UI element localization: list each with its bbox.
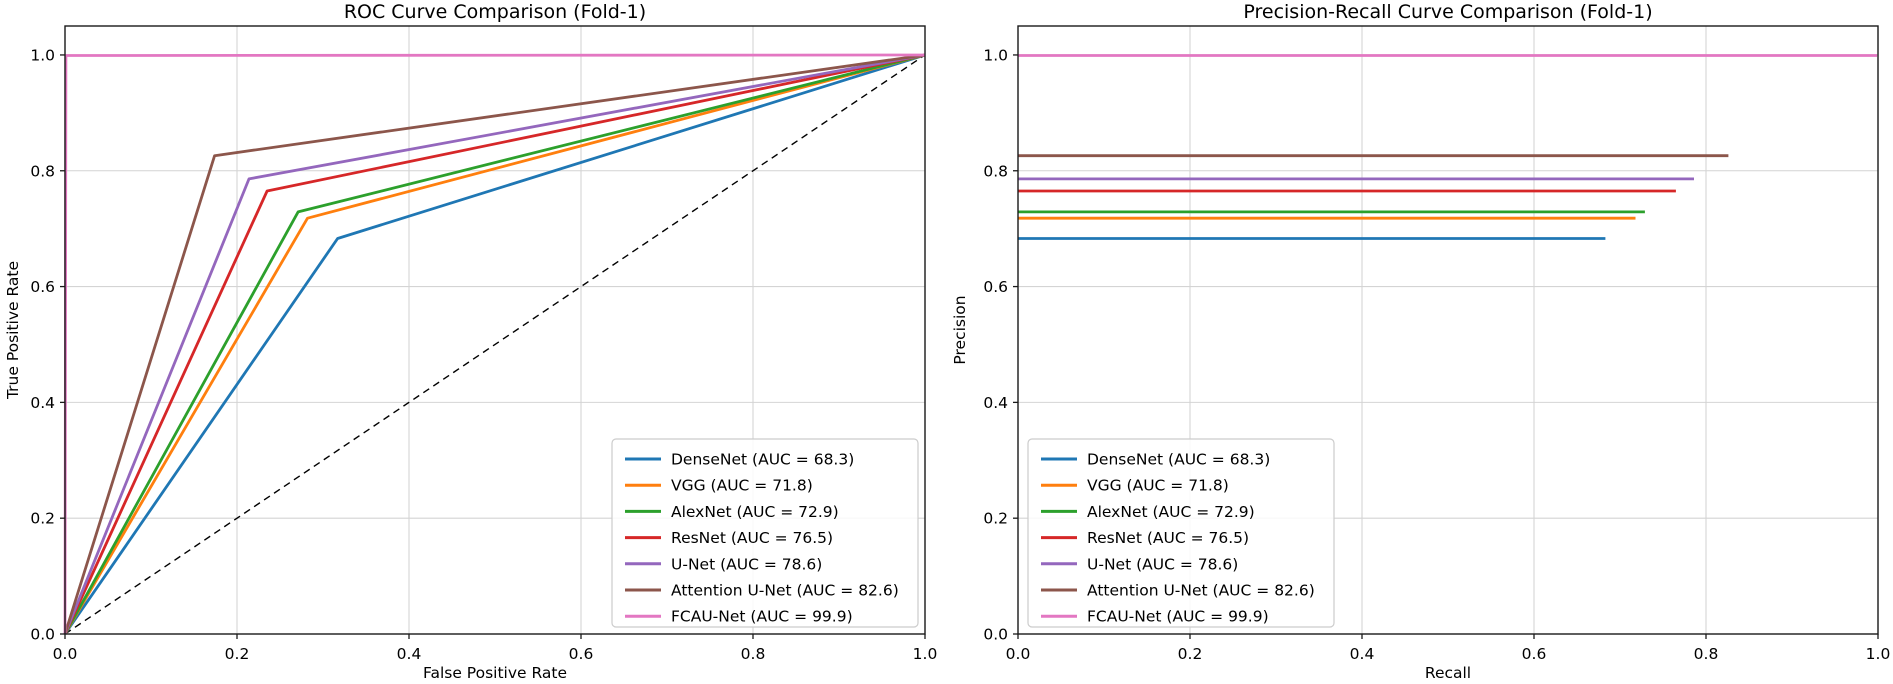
legend-entry-vgg: VGG (AUC = 71.8) <box>625 477 813 495</box>
series-line-vgg <box>63 53 926 635</box>
x-axis-label: Recall <box>1425 664 1471 682</box>
legend-entry-alexnet: AlexNet (AUC = 72.9) <box>1041 503 1255 521</box>
legend-label: ResNet (AUC = 76.5) <box>671 529 833 547</box>
legend-label: Attention U-Net (AUC = 82.6) <box>1087 582 1315 600</box>
y-tick-label: 0.6 <box>30 278 55 296</box>
legend-label: AlexNet (AUC = 72.9) <box>671 503 839 521</box>
legend: DenseNet (AUC = 68.3) VGG (AUC = 71.8) Ale… <box>1027 438 1335 628</box>
y-axis-label: Precision <box>951 295 969 364</box>
y-tick-label: 0.8 <box>983 162 1008 180</box>
legend-label: U-Net (AUC = 78.6) <box>1087 555 1238 573</box>
legend-entry-fcau-net: FCAU-Net (AUC = 99.9) <box>625 608 853 626</box>
legend-label: ResNet (AUC = 76.5) <box>1087 529 1249 547</box>
legend-entry-unet: U-Net (AUC = 78.6) <box>1041 555 1238 573</box>
x-tick-label: 0.8 <box>1694 645 1719 663</box>
y-tick-label: 0.8 <box>30 162 55 180</box>
legend-entry-unet: U-Net (AUC = 78.6) <box>625 555 822 573</box>
series-line-densenet <box>63 53 926 635</box>
x-tick-label: 0.2 <box>225 645 250 663</box>
series-line-resnet <box>63 53 926 635</box>
pr-chart-canvas: 0.0 0.2 0.4 0.6 0.8 1.0 0.0 0.2 0.4 0.6 0.8 1.0 Prec… <box>951 1 1891 682</box>
legend-label: U-Net (AUC = 78.6) <box>671 555 822 573</box>
chart-title: ROC Curve Comparison (Fold-1) <box>344 1 646 23</box>
plot-border <box>64 25 926 635</box>
y-tick-label: 0.0 <box>30 626 55 644</box>
legend-entry-attention-unet: Attention U-Net (AUC = 82.6) <box>1041 582 1315 600</box>
series-line-alexnet <box>63 53 926 635</box>
legend-entry-alexnet: AlexNet (AUC = 72.9) <box>625 503 839 521</box>
legend-entry-vgg: VGG (AUC = 71.8) <box>1041 477 1229 495</box>
y-tick-label: 0.0 <box>983 626 1008 644</box>
chart-title: Precision-Recall Curve Comparison (Fold-… <box>1243 1 1652 23</box>
y-tick-label: 0.4 <box>30 394 55 412</box>
x-tick-label: 0.0 <box>1006 645 1031 663</box>
x-tick-label: 1.0 <box>1866 645 1891 663</box>
legend-label: Attention U-Net (AUC = 82.6) <box>671 582 899 600</box>
legend-entry-attention-unet: Attention U-Net (AUC = 82.6) <box>625 582 899 600</box>
legend-label: FCAU-Net (AUC = 99.9) <box>1087 608 1269 626</box>
legend: DenseNet (AUC = 68.3) VGG (AUC = 71.8) Ale… <box>611 438 919 628</box>
x-tick-label: 0.8 <box>741 645 766 663</box>
chance-diagonal-line <box>64 54 926 635</box>
legend-box <box>1027 438 1335 628</box>
x-tick-label: 1.0 <box>913 645 938 663</box>
legend-entry-fcau-net: FCAU-Net (AUC = 99.9) <box>1041 608 1269 626</box>
y-tick-label: 1.0 <box>983 46 1008 64</box>
legend-label: FCAU-Net (AUC = 99.9) <box>671 608 853 626</box>
x-axis-label: False Positive Rate <box>423 664 567 682</box>
series-line-unet <box>63 53 926 635</box>
legend-label: AlexNet (AUC = 72.9) <box>1087 503 1255 521</box>
x-tick-label: 0.0 <box>53 645 78 663</box>
legend-label: DenseNet (AUC = 68.3) <box>1087 451 1270 469</box>
y-axis-label: True Positive Rate <box>4 261 22 400</box>
y-tick-label: 0.6 <box>983 278 1008 296</box>
legend-box <box>611 438 919 628</box>
legend-entry-densenet: DenseNet (AUC = 68.3) <box>1041 451 1270 469</box>
y-tick-label: 1.0 <box>30 46 55 64</box>
roc-chart-canvas: 0.0 0.2 0.4 0.6 0.8 1.0 0.0 0.2 0.4 0.6 0.8 1.0 ROC … <box>4 1 938 682</box>
legend-entry-densenet: DenseNet (AUC = 68.3) <box>625 451 854 469</box>
x-tick-label: 0.2 <box>1178 645 1203 663</box>
x-tick-label: 0.4 <box>397 645 422 663</box>
legend-entry-resnet: ResNet (AUC = 76.5) <box>625 529 833 547</box>
y-tick-label: 0.2 <box>983 510 1008 528</box>
y-tick-label: 0.4 <box>983 394 1008 412</box>
y-tick-label: 0.2 <box>30 510 55 528</box>
legend-label: DenseNet (AUC = 68.3) <box>671 451 854 469</box>
legend-entry-resnet: ResNet (AUC = 76.5) <box>1041 529 1249 547</box>
x-tick-label: 0.6 <box>569 645 594 663</box>
x-tick-label: 0.6 <box>1522 645 1547 663</box>
plot-border <box>1017 25 1879 635</box>
legend-label: VGG (AUC = 71.8) <box>671 477 813 495</box>
x-tick-label: 0.4 <box>1350 645 1375 663</box>
series-line-attention-unet <box>63 53 926 635</box>
legend-label: VGG (AUC = 71.8) <box>1087 477 1229 495</box>
